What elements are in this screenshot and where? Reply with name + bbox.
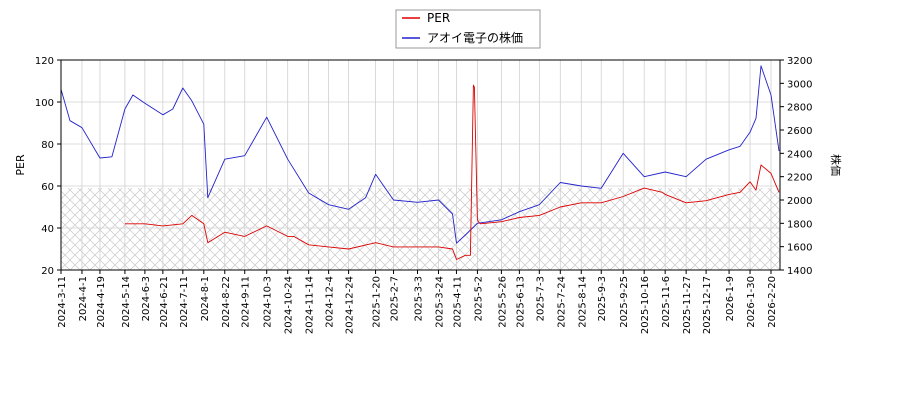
right-y-tick-label: 2000	[787, 196, 812, 207]
legend-box	[395, 9, 541, 49]
x-tick-label: 2025-1-20	[372, 276, 383, 328]
x-tick-label: 2025-11-27	[682, 276, 693, 334]
left-y-tick-label: 100	[35, 98, 54, 109]
right-y-tick-label: 3000	[787, 79, 812, 90]
x-tick-label: 2024-8-1	[200, 276, 211, 321]
x-tick-label: 2025-3-3	[414, 276, 425, 321]
x-tick-label: 2024-8-22	[221, 276, 232, 328]
right-y-axis: 1400 1600 1800 2000 2200 2400 2600 2800 3000 3200	[780, 56, 812, 277]
x-tick-label: 2025-12-17	[702, 276, 713, 334]
legend-label-per: PER	[427, 11, 450, 25]
left-y-tick-label: 80	[41, 140, 54, 151]
x-tick-label: 2025-2-7	[390, 276, 401, 321]
x-tick-label: 2024-3-11	[57, 276, 68, 328]
x-tick-label: 2024-4-19	[96, 276, 107, 328]
hatched-band	[61, 188, 780, 270]
left-y-tick-label: 20	[41, 266, 54, 277]
x-tick-label: 2024-5-14	[121, 276, 132, 328]
x-tick-label: 2024-10-3	[263, 276, 274, 328]
x-tick-label: 2025-9-3	[597, 276, 608, 321]
x-tick-label: 2025-7-24	[556, 276, 567, 328]
x-tick-label: 2025-3-24	[434, 276, 445, 328]
right-y-tick-label: 1600	[787, 243, 812, 254]
x-tick-label: 2024-11-14	[305, 276, 316, 334]
x-tick-label: 2026-1-30	[746, 276, 757, 328]
x-tick-label: 2026-2-20	[767, 276, 778, 328]
x-tick-label: 2024-7-11	[179, 276, 190, 328]
x-tick-label: 2024-12-24	[345, 276, 356, 334]
left-y-tick-label: 40	[41, 224, 54, 235]
x-tick-label: 2025-10-16	[640, 276, 651, 334]
right-y-tick-label: 1400	[787, 266, 812, 277]
right-y-tick-label: 3200	[787, 56, 812, 67]
x-tick-label: 2025-6-13	[515, 276, 526, 328]
x-tick-label: 2025-11-6	[661, 276, 672, 328]
series-line-per	[124, 84, 780, 260]
x-tick-label: 2025-7-3	[535, 276, 546, 321]
x-tick-label: 2026-1-9	[725, 276, 736, 321]
right-y-tick-label: 2800	[787, 103, 812, 114]
series-line-stock-price	[61, 65, 780, 244]
x-tick-label: 2024-9-11	[241, 276, 252, 328]
x-tick-label: 2024-6-3	[141, 276, 152, 321]
x-tick-label: 2024-4-1	[78, 276, 89, 321]
legend: PER アオイ電子の株価	[395, 9, 541, 49]
left-y-tick-label: 60	[41, 182, 54, 193]
right-y-tick-label: 2200	[787, 173, 812, 184]
x-tick-label: 2025-8-14	[577, 276, 588, 328]
x-tick-label: 2024-12-4	[325, 276, 336, 328]
x-tick-label: 2025-5-26	[497, 276, 508, 328]
x-tick-label: 2025-5-2	[473, 276, 484, 321]
left-y-tick-label: 120	[35, 56, 54, 67]
left-y-axis: 20 40 60 80 100 120	[35, 56, 61, 277]
x-tick-label: 2024-6-21	[159, 276, 170, 328]
right-y-tick-label: 1800	[787, 219, 812, 230]
left-y-axis-label: PER	[14, 154, 27, 176]
right-y-tick-label: 2400	[787, 149, 812, 160]
right-y-axis-label: 株価	[829, 154, 843, 176]
legend-label-stock-price: アオイ電子の株価	[427, 30, 523, 45]
x-tick-label: 2024-10-24	[284, 276, 295, 334]
plot-frame	[60, 59, 781, 271]
right-y-tick-label: 2600	[787, 126, 812, 137]
x-tick-label: 2025-9-25	[619, 276, 630, 328]
x-axis: 2024-3-11 2024-4-1 2024-4-19 2024-5-14 2024-…	[57, 270, 778, 334]
x-tick-label: 2025-4-11	[452, 276, 463, 328]
